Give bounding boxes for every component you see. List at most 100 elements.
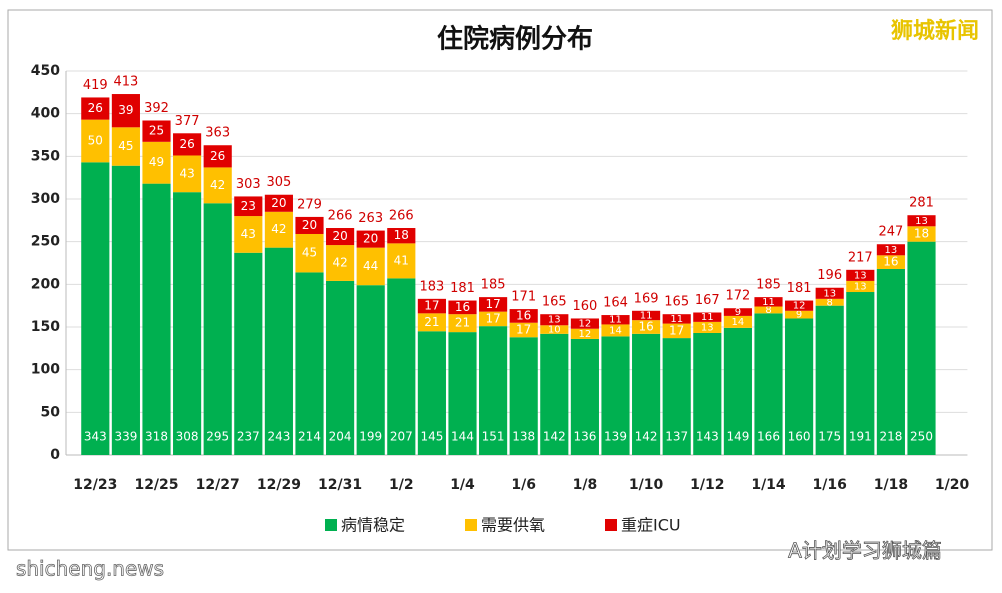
data-label: 218 <box>879 430 902 444</box>
data-label: 13 <box>823 288 836 299</box>
data-label: 20 <box>271 196 286 210</box>
data-label: 214 <box>298 430 321 444</box>
legend-label: 需要供氧 <box>481 516 545 535</box>
y-tick-label: 350 <box>31 148 60 164</box>
data-label: 39 <box>118 103 133 117</box>
data-label: 13 <box>854 281 867 292</box>
x-tick-label: 1/2 <box>389 477 414 493</box>
data-label: 17 <box>424 299 439 313</box>
bar-segment <box>785 310 814 319</box>
y-tick-label: 50 <box>41 404 61 420</box>
bar-segment <box>785 318 814 455</box>
bar-segment <box>540 325 569 334</box>
bar-segment <box>632 320 661 334</box>
bar-segment <box>264 211 293 248</box>
total-label: 263 <box>358 211 383 226</box>
bar-segment <box>632 310 661 321</box>
bar-segment <box>846 292 875 455</box>
y-tick-label: 150 <box>31 319 60 335</box>
data-label: 343 <box>84 430 107 444</box>
bar-segment <box>356 230 385 248</box>
bar-segment <box>570 338 599 455</box>
bar-segment <box>693 321 722 333</box>
total-label: 165 <box>542 295 567 310</box>
total-label: 165 <box>664 295 689 310</box>
bar-segment <box>509 322 538 338</box>
bar-segment <box>326 228 355 246</box>
bar-segment <box>815 287 844 299</box>
total-label: 266 <box>328 209 353 224</box>
bar-segment <box>815 305 844 455</box>
data-label: 21 <box>455 316 470 330</box>
data-label: 50 <box>88 133 103 147</box>
data-label: 166 <box>757 430 780 444</box>
data-label: 9 <box>796 310 802 321</box>
bar-segment <box>81 97 110 120</box>
watermark: A计划学习狮城篇 <box>788 539 942 563</box>
bar-segment <box>356 285 385 455</box>
bar-segment <box>326 245 355 281</box>
total-label: 167 <box>695 293 720 308</box>
bar-segment <box>509 309 538 323</box>
data-label: 138 <box>512 430 535 444</box>
legend-swatch <box>465 519 477 531</box>
data-label: 137 <box>665 430 688 444</box>
data-label: 25 <box>149 124 164 138</box>
data-label: 20 <box>302 218 317 232</box>
bar-segment <box>723 308 752 316</box>
data-label: 16 <box>638 320 653 334</box>
x-tick-label: 1/18 <box>874 477 908 493</box>
y-tick-label: 250 <box>31 234 60 250</box>
data-label: 21 <box>424 315 439 329</box>
bar-segment <box>693 332 722 455</box>
x-tick-label: 12/25 <box>134 477 178 493</box>
bar-segment <box>81 162 110 455</box>
bar-segment <box>754 297 783 307</box>
bar-segment <box>203 203 232 455</box>
data-label: 12 <box>793 301 806 312</box>
y-tick-label: 450 <box>31 63 60 79</box>
bar-segment <box>111 165 140 455</box>
total-label: 196 <box>817 268 842 283</box>
data-label: 142 <box>543 430 566 444</box>
data-label: 142 <box>635 430 658 444</box>
data-label: 10 <box>548 325 561 336</box>
bar-segment <box>601 324 630 337</box>
bar-segment <box>509 337 538 455</box>
total-label: 164 <box>603 296 628 311</box>
total-label: 305 <box>266 175 291 190</box>
data-label: 250 <box>910 430 933 444</box>
data-label: 204 <box>329 430 352 444</box>
y-tick-label: 300 <box>31 191 60 207</box>
total-label: 413 <box>113 75 138 90</box>
data-label: 308 <box>176 430 199 444</box>
bar-segment <box>326 280 355 455</box>
data-label: 11 <box>701 312 714 323</box>
bar-segment <box>142 183 171 455</box>
total-label: 160 <box>572 299 597 314</box>
data-label: 11 <box>640 310 653 321</box>
total-label: 181 <box>450 281 475 296</box>
bar-segment <box>907 241 936 455</box>
watermark: shicheng.news <box>16 557 164 581</box>
data-label: 237 <box>237 430 260 444</box>
watermark: 狮城新闻 <box>891 18 979 44</box>
data-label: 45 <box>302 246 317 260</box>
bar-segment <box>601 336 630 455</box>
data-label: 318 <box>145 430 168 444</box>
total-label: 217 <box>848 250 873 265</box>
data-label: 17 <box>485 311 500 325</box>
data-label: 44 <box>363 259 378 273</box>
data-label: 11 <box>609 315 622 326</box>
bar-segment <box>295 216 324 234</box>
chart-frame <box>7 9 993 551</box>
bar-segment <box>754 313 783 455</box>
x-tick-label: 1/8 <box>573 477 598 493</box>
data-label: 175 <box>818 430 841 444</box>
total-label: 363 <box>205 126 230 141</box>
x-tick-label: 12/27 <box>196 477 240 493</box>
bar-segment <box>234 252 263 455</box>
data-label: 43 <box>179 166 194 180</box>
legend-swatch <box>605 519 617 531</box>
